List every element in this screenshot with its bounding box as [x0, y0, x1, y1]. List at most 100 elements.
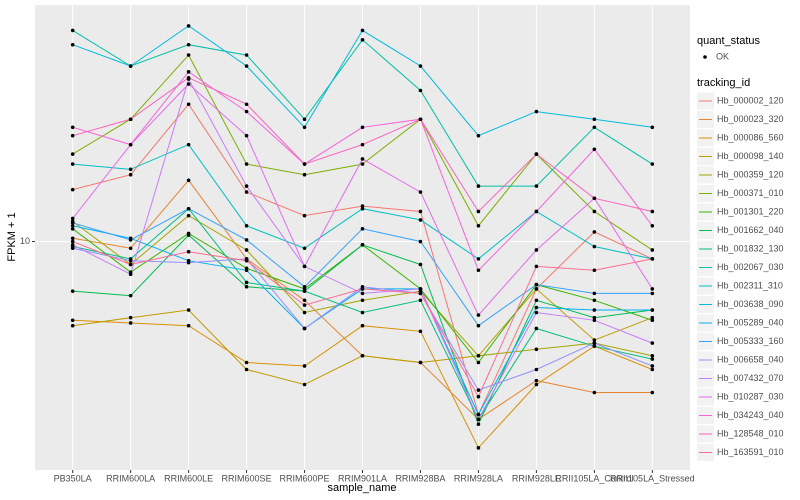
- data-point: [360, 38, 365, 42]
- data-point: [244, 284, 249, 289]
- data-point: [186, 323, 191, 328]
- data-point: [302, 117, 307, 122]
- data-point: [186, 249, 191, 254]
- data-point: [534, 298, 539, 303]
- legend-label: Hb_000371_010: [717, 188, 784, 198]
- data-point: [244, 238, 249, 242]
- data-point: [650, 367, 655, 372]
- data-point: [534, 152, 539, 156]
- data-point: [418, 209, 423, 214]
- x-tick-label: RRIM928LA: [454, 473, 503, 483]
- data-point: [186, 142, 191, 147]
- legend-label: Hb_007432_070: [717, 373, 784, 383]
- data-point: [650, 364, 655, 368]
- data-point: [128, 238, 133, 242]
- data-point: [534, 109, 539, 114]
- data-point: [70, 289, 75, 293]
- data-point: [244, 102, 249, 107]
- data-point: [70, 246, 75, 251]
- data-point: [70, 236, 75, 241]
- data-point: [592, 298, 597, 303]
- data-point: [302, 326, 307, 331]
- data-point: [186, 102, 191, 107]
- data-point: [244, 53, 249, 57]
- data-point: [302, 364, 307, 368]
- data-point: [70, 323, 75, 328]
- data-point: [418, 360, 423, 365]
- data-point: [650, 287, 655, 291]
- data-point: [476, 323, 481, 328]
- data-point: [70, 239, 75, 244]
- x-axis-title: sample_name: [327, 482, 396, 494]
- data-point: [476, 353, 481, 358]
- data-point: [128, 262, 133, 267]
- data-point: [244, 109, 249, 114]
- data-point: [302, 284, 307, 289]
- data-point: [534, 310, 539, 315]
- data-point: [592, 230, 597, 234]
- data-point: [128, 321, 133, 325]
- legend-label: Hb_002311_310: [717, 280, 783, 290]
- legend-label: Hb_010287_030: [717, 391, 784, 401]
- data-point: [70, 125, 75, 130]
- data-point: [302, 264, 307, 269]
- data-point: [534, 305, 539, 310]
- legend-label: Hb_005289_040: [717, 317, 784, 327]
- data-point: [476, 412, 481, 417]
- data-point: [70, 318, 75, 323]
- data-point: [128, 293, 133, 298]
- data-point: [244, 190, 249, 194]
- data-point: [302, 125, 307, 130]
- data-point: [534, 382, 539, 387]
- data-point: [418, 287, 423, 291]
- data-point: [476, 422, 481, 427]
- data-point: [360, 310, 365, 315]
- data-point: [592, 147, 597, 152]
- legend-key-point: [703, 55, 707, 59]
- x-tick-label: RRII105LA_Stressed: [610, 473, 695, 483]
- data-point: [70, 162, 75, 166]
- data-point: [592, 341, 597, 345]
- data-point: [650, 390, 655, 395]
- data-point: [534, 248, 539, 252]
- data-point: [650, 162, 655, 166]
- x-tick-label: RRII105LA_Control: [555, 473, 633, 483]
- data-point: [128, 258, 133, 263]
- data-point: [592, 308, 597, 312]
- data-point: [244, 280, 249, 285]
- x-tick-label: RRIM928BA: [395, 473, 445, 483]
- data-point: [360, 298, 365, 303]
- data-point: [418, 298, 423, 303]
- x-tick-label: RRIM928LE: [512, 473, 561, 483]
- legend-label: OK: [716, 51, 729, 61]
- data-point: [592, 196, 597, 201]
- data-point: [186, 260, 191, 265]
- legend-label: Hb_000023_320: [717, 114, 784, 124]
- data-point: [592, 315, 597, 320]
- data-point: [650, 125, 655, 130]
- data-point: [418, 329, 423, 334]
- data-point: [534, 209, 539, 214]
- data-point: [302, 303, 307, 307]
- data-point: [650, 209, 655, 214]
- legend-label: Hb_003638_090: [717, 299, 784, 309]
- data-point: [476, 417, 481, 422]
- data-point: [534, 347, 539, 352]
- legend-label: Hb_000002_120: [717, 95, 784, 105]
- data-point: [650, 341, 655, 345]
- data-point: [302, 289, 307, 293]
- data-point: [534, 367, 539, 372]
- data-point: [360, 162, 365, 166]
- legend-label: Hb_001832_130: [717, 243, 784, 253]
- data-point: [186, 24, 191, 28]
- data-point: [650, 224, 655, 228]
- data-point: [592, 117, 597, 122]
- x-tick-label: PB350LA: [54, 473, 92, 483]
- data-point: [476, 257, 481, 261]
- data-point: [302, 382, 307, 387]
- data-point: [244, 268, 249, 273]
- data-point: [186, 70, 191, 74]
- data-point: [592, 344, 597, 348]
- data-point: [476, 313, 481, 317]
- data-point: [70, 216, 75, 221]
